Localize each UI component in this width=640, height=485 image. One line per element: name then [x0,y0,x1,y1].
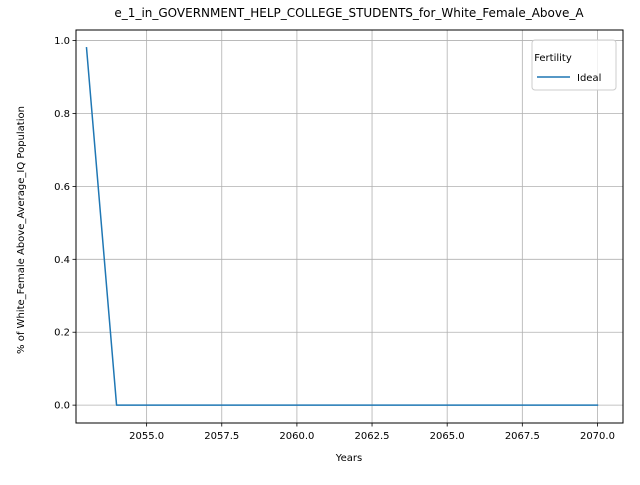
legend-label-ideal: Ideal [577,73,601,84]
x-tick-label: 2070.0 [580,431,615,442]
chart-title: e_1_in_GOVERNMENT_HELP_COLLEGE_STUDENTS_… [114,6,584,20]
y-axis-ticks: 0.0 0.2 0.4 0.6 0.8 1.0 [54,36,76,412]
x-tick-label: 2057.5 [204,431,239,442]
y-tick-label: 1.0 [54,36,70,47]
x-tick-label: 2055.0 [129,431,164,442]
x-tick-label: 2060.0 [279,431,314,442]
x-tick-label: 2065.0 [430,431,465,442]
plot-area-frame [75,29,624,424]
legend: Fertility Ideal [531,39,617,91]
y-axis-label: % of White_Female Above_Average_IQ Popul… [16,106,27,354]
x-tick-label: 2062.5 [355,431,390,442]
y-tick-label: 0.2 [54,328,70,339]
series-line-ideal [85,47,599,406]
y-tick-label: 0.6 [54,182,70,193]
y-tick-label: 0.8 [54,109,70,120]
y-tick-label: 0.4 [54,255,70,266]
series-layer [85,47,599,406]
y-tick-label: 0.0 [54,401,70,412]
legend-box [531,39,617,91]
legend-title: Fertility [534,53,572,64]
x-axis-ticks: 2055.0 2057.5 2060.0 2062.5 2065.0 2067.5 2070… [129,423,615,442]
x-tick-label: 2067.5 [505,431,540,442]
x-axis-label: Years [335,453,362,464]
